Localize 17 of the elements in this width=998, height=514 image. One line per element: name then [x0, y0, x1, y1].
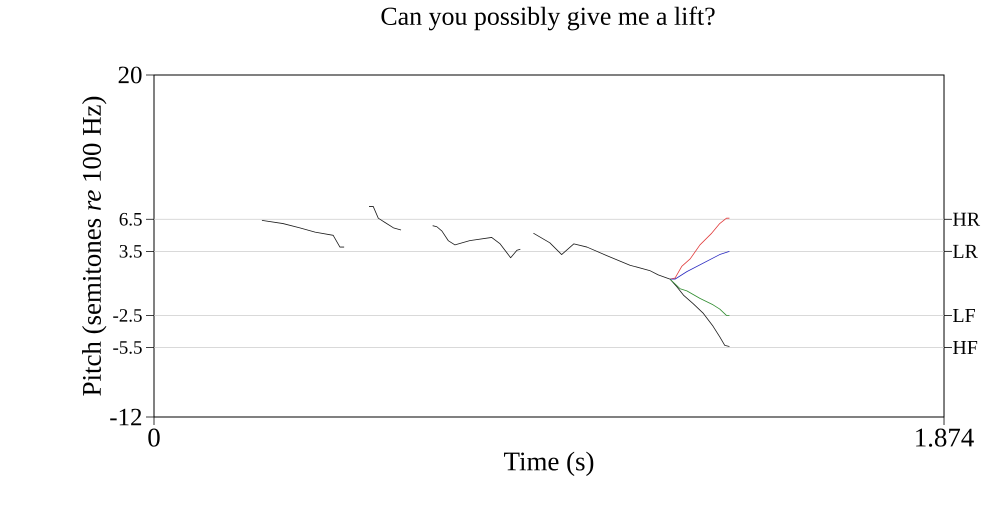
ref-line-label: HR: [952, 212, 980, 226]
ref-line-label: LR: [952, 244, 978, 258]
x-axis-title: Time (s): [504, 452, 594, 476]
y-axis-title: Pitch (semitones re 100 Hz): [82, 96, 106, 396]
x-tick-label: 0: [148, 428, 160, 447]
chart-title: Can you possibly give me a lift?: [381, 6, 715, 30]
y-tick-label: -5.5: [113, 341, 142, 354]
y-tick-label: -12: [110, 408, 142, 426]
x-tick-label: 1.874: [916, 428, 974, 447]
line-series: [670, 278, 730, 316]
line-series: [670, 218, 730, 280]
ref-line-label: HF: [952, 341, 978, 354]
y-tick-label: 20: [118, 66, 142, 84]
ref-line-label: LF: [952, 308, 975, 322]
y-tick-label: -2.5: [113, 309, 142, 322]
y-tick-label: 3.5: [120, 244, 142, 258]
y-tick-label: 6.5: [120, 212, 142, 226]
